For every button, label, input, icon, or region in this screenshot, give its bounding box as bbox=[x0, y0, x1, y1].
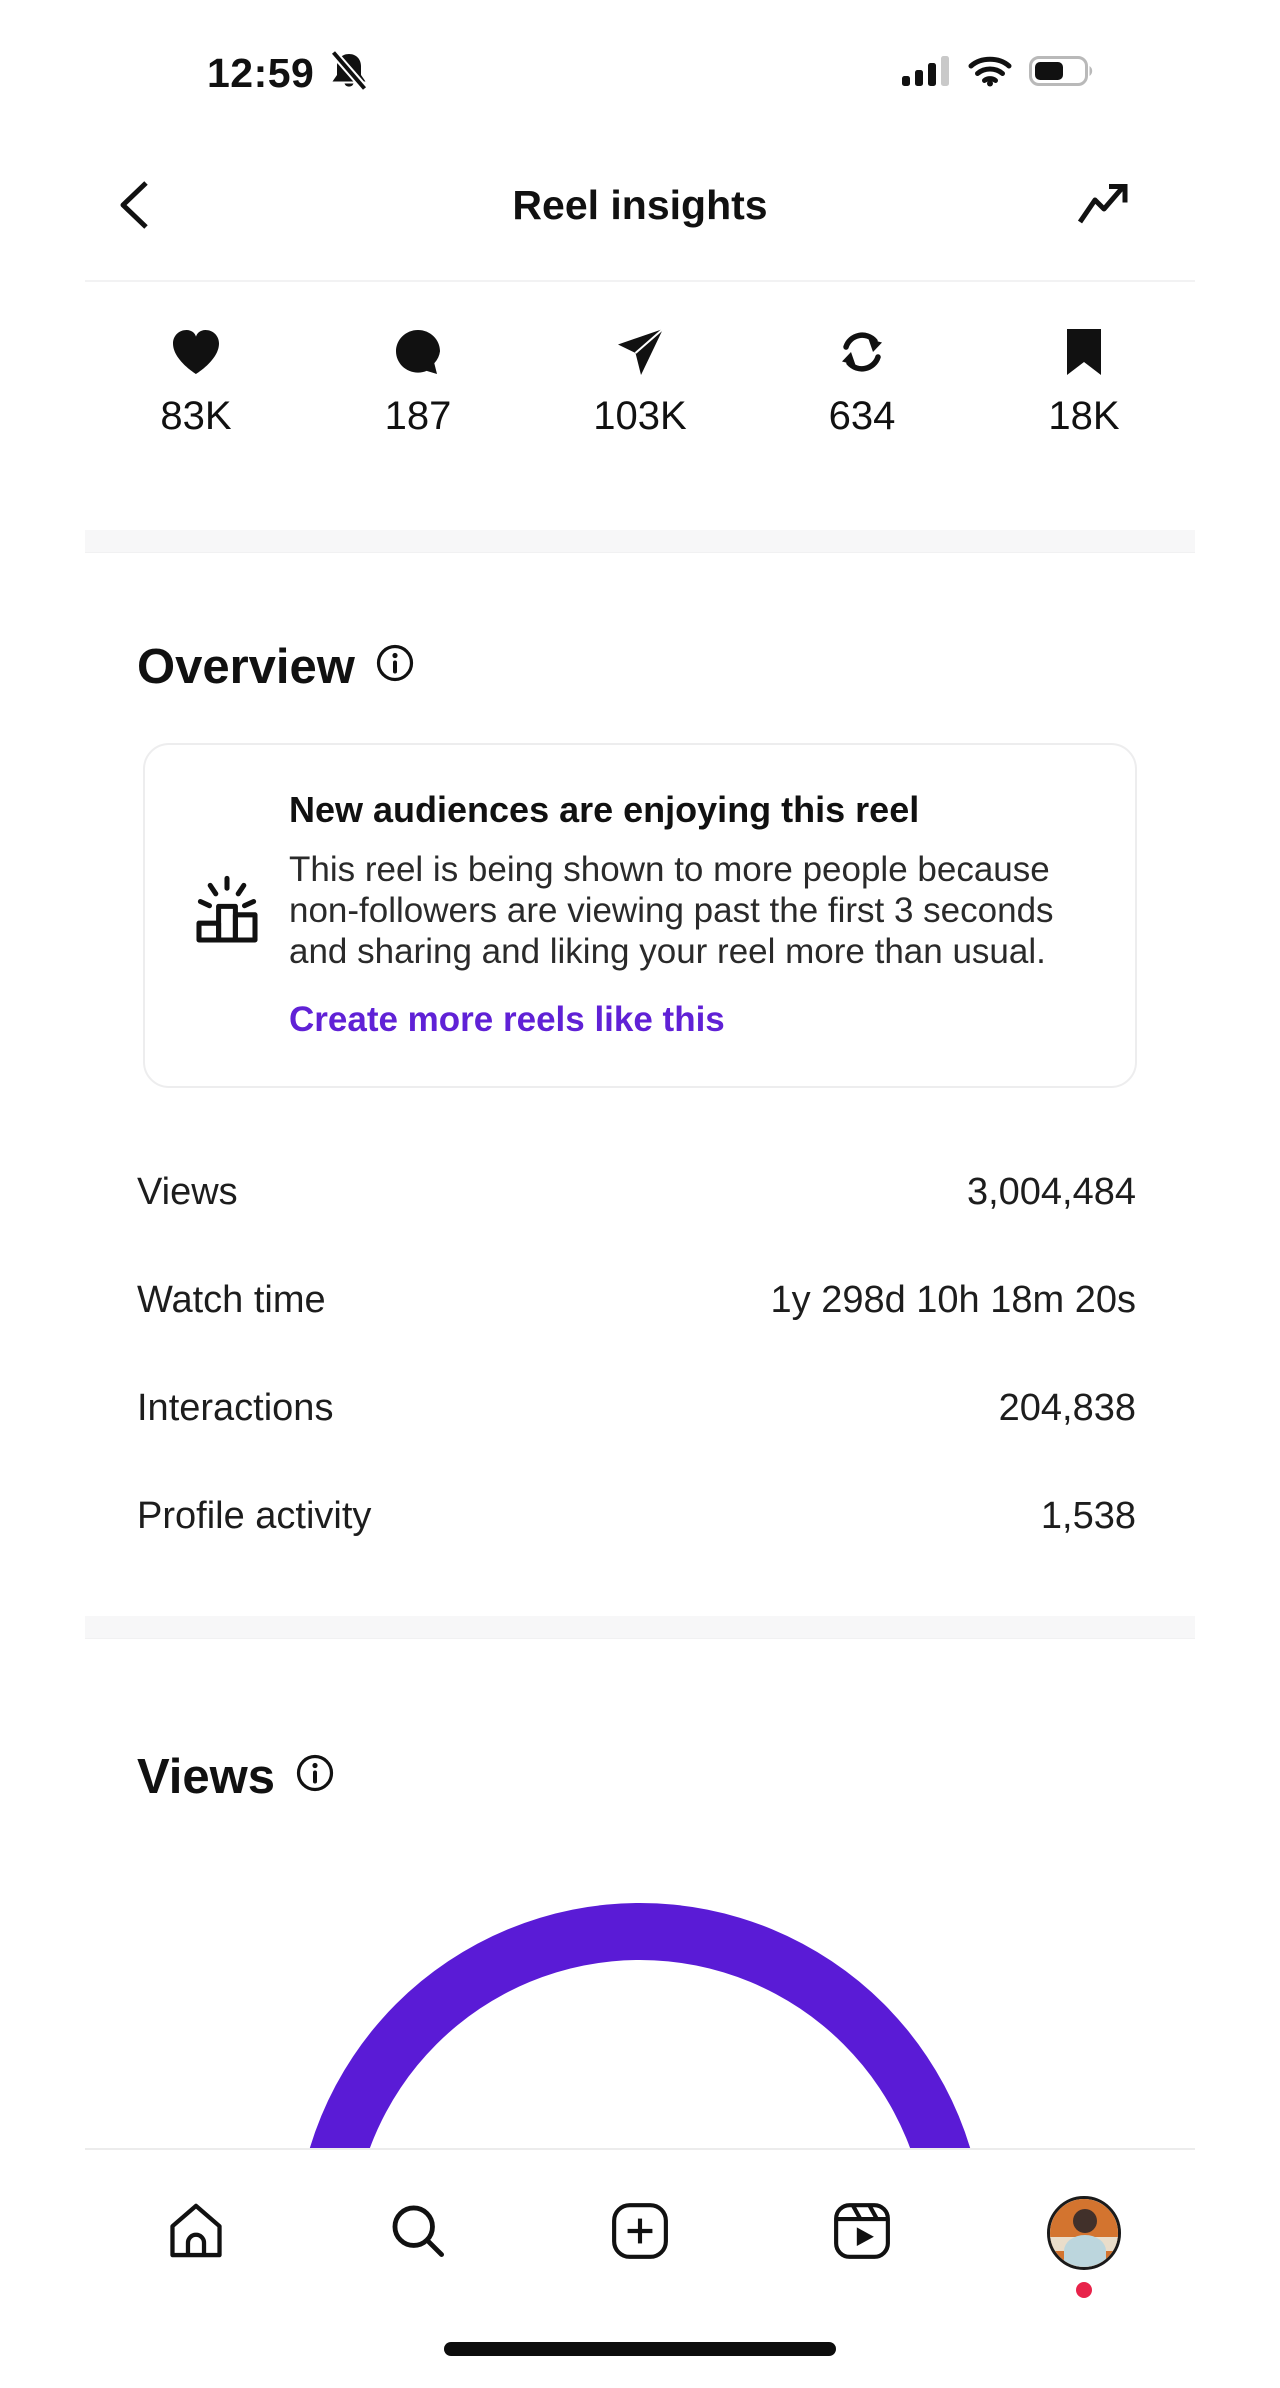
share-icon bbox=[614, 326, 666, 378]
stat-likes[interactable]: 83K bbox=[85, 326, 307, 464]
trends-button[interactable] bbox=[1075, 182, 1131, 228]
home-icon bbox=[165, 2200, 227, 2267]
metric-row-watch-time[interactable]: Watch time 1y 298d 10h 18m 20s bbox=[137, 1246, 1136, 1354]
section-divider bbox=[85, 530, 1195, 553]
views-heading-label: Views bbox=[137, 1750, 276, 1804]
page-title: Reel insights bbox=[512, 181, 768, 228]
header: Reel insights bbox=[85, 130, 1195, 282]
reposts-count: 634 bbox=[828, 394, 896, 438]
create-more-reels-link[interactable]: Create more reels like this bbox=[289, 1000, 725, 1039]
views-section-heading: Views bbox=[137, 1749, 1195, 1805]
bottom-navigation bbox=[85, 2148, 1195, 2316]
profile-avatar bbox=[1047, 2196, 1121, 2270]
info-icon[interactable] bbox=[375, 639, 415, 695]
heart-icon bbox=[170, 326, 222, 378]
nav-profile[interactable] bbox=[973, 2196, 1195, 2298]
stat-saves[interactable]: 18K bbox=[973, 326, 1195, 464]
repost-icon bbox=[837, 326, 887, 378]
bookmark-icon bbox=[1063, 326, 1105, 378]
metric-label: Profile activity bbox=[137, 1494, 372, 1537]
home-indicator[interactable] bbox=[444, 2342, 836, 2356]
views-gauge-chart bbox=[85, 1903, 1195, 2148]
saves-count: 18K bbox=[1048, 394, 1120, 438]
metric-value: 1,538 bbox=[1040, 1494, 1136, 1537]
trending-podium-icon bbox=[185, 870, 269, 959]
comments-count: 187 bbox=[384, 394, 452, 438]
back-button[interactable] bbox=[115, 178, 153, 232]
metric-value: 204,838 bbox=[998, 1386, 1136, 1429]
nav-reels[interactable] bbox=[751, 2201, 973, 2266]
metric-row-views[interactable]: Views 3,004,484 bbox=[137, 1138, 1136, 1246]
reels-icon bbox=[832, 2201, 892, 2266]
shares-count: 103K bbox=[593, 394, 687, 438]
comment-icon bbox=[394, 326, 442, 378]
nav-search[interactable] bbox=[307, 2201, 529, 2266]
likes-count: 83K bbox=[160, 394, 232, 438]
metric-label: Views bbox=[137, 1170, 238, 1213]
metric-label: Interactions bbox=[137, 1386, 334, 1429]
metric-label: Watch time bbox=[137, 1278, 326, 1321]
section-divider bbox=[85, 1616, 1195, 1639]
notification-dot bbox=[1076, 2282, 1092, 2298]
cellular-signal-icon bbox=[901, 55, 951, 92]
plus-icon bbox=[610, 2201, 670, 2266]
status-bar: 12:59 bbox=[85, 0, 1195, 130]
engagement-stats-row: 83K 187 103K bbox=[85, 326, 1195, 464]
info-icon[interactable] bbox=[295, 1749, 335, 1805]
battery-icon bbox=[1029, 55, 1095, 92]
overview-metrics: Views 3,004,484 Watch time 1y 298d 10h 1… bbox=[137, 1138, 1136, 1570]
stat-shares[interactable]: 103K bbox=[529, 326, 751, 464]
stat-reposts[interactable]: 634 bbox=[751, 326, 973, 464]
insight-card-body: This reel is being shown to more people … bbox=[289, 850, 1054, 971]
notifications-silenced-icon bbox=[326, 47, 372, 99]
nav-create[interactable] bbox=[529, 2201, 751, 2266]
metric-value: 1y 298d 10h 18m 20s bbox=[770, 1278, 1137, 1321]
metric-row-interactions[interactable]: Interactions 204,838 bbox=[137, 1354, 1136, 1462]
status-time: 12:59 bbox=[207, 49, 315, 96]
metric-row-profile-activity[interactable]: Profile activity 1,538 bbox=[137, 1462, 1136, 1570]
search-icon bbox=[388, 2201, 448, 2266]
overview-heading-label: Overview bbox=[137, 640, 355, 694]
wifi-icon bbox=[967, 55, 1013, 92]
overview-section-heading: Overview bbox=[137, 639, 1195, 695]
phone-screen: 12:59 bbox=[85, 0, 1195, 2388]
metric-value: 3,004,484 bbox=[966, 1170, 1136, 1213]
stat-comments[interactable]: 187 bbox=[307, 326, 529, 464]
nav-home[interactable] bbox=[85, 2200, 307, 2267]
insight-card-title: New audiences are enjoying this reel bbox=[289, 789, 920, 830]
home-indicator-area bbox=[85, 2316, 1195, 2388]
insight-card: New audiences are enjoying this reel Thi… bbox=[143, 743, 1137, 1088]
